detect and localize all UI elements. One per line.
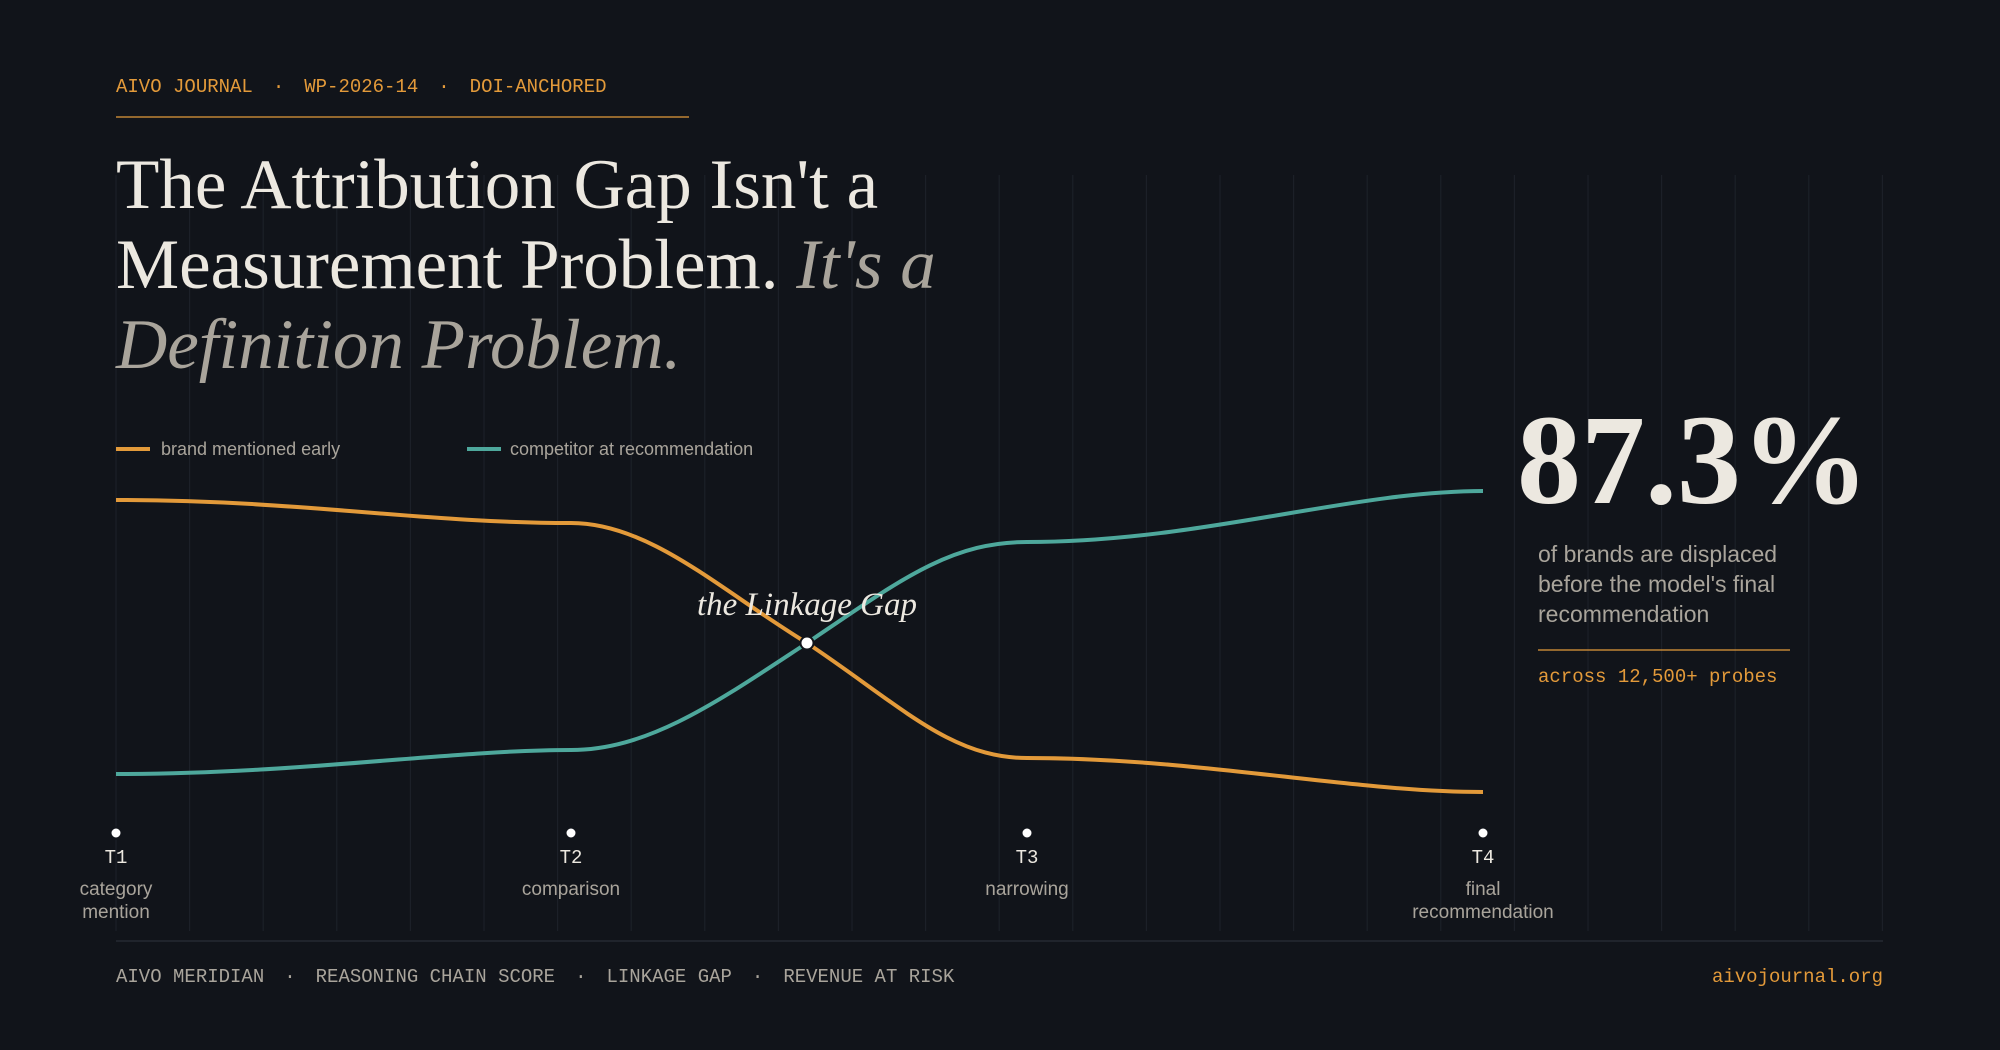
item: AIVO JOURNAL bbox=[116, 76, 253, 98]
title-main: The Attribution Gap Isn't a Measurement … bbox=[116, 146, 879, 304]
stage-label: comparison bbox=[522, 879, 620, 900]
legend-swatch bbox=[116, 447, 150, 451]
stage-code: T2 bbox=[560, 847, 583, 869]
annotation: the Linkage Gap bbox=[697, 587, 917, 623]
stage-label: recommendation bbox=[1412, 902, 1554, 923]
separator: · bbox=[752, 966, 763, 988]
stage-dot bbox=[1476, 826, 1490, 840]
separator: · bbox=[284, 966, 295, 988]
stage-code: T3 bbox=[1016, 847, 1039, 869]
stage-dot bbox=[109, 826, 123, 840]
footer-site: aivojournal.org bbox=[1712, 966, 1883, 988]
stage-label: category bbox=[80, 879, 153, 900]
separator: · bbox=[575, 966, 586, 988]
header: AIVO JOURNAL · WP-2026-14 · DOI-ANCHORED bbox=[116, 76, 607, 98]
crossing-point bbox=[799, 635, 815, 651]
item: LINKAGE GAP bbox=[607, 966, 732, 988]
stat-note: across 12,500+ probes bbox=[1538, 666, 1777, 688]
separator: · bbox=[438, 76, 449, 98]
competitor-curve bbox=[115, 489, 1484, 776]
stage-code: T1 bbox=[105, 847, 128, 869]
stage-label: narrowing bbox=[985, 879, 1068, 900]
item: AIVO MERIDIAN bbox=[116, 966, 264, 988]
title-emphasis: It's a Definition Problem. bbox=[116, 226, 936, 384]
stage-dot bbox=[564, 826, 578, 840]
stat-line: recommendation bbox=[1538, 601, 1709, 627]
legend-label: brand mentioned early bbox=[161, 439, 340, 459]
footer-line: AIVO MERIDIAN · REASONING CHAIN SCORE · LINK… bbox=[116, 966, 955, 988]
stage-label: mention bbox=[82, 902, 150, 923]
stat-line: before the model's final bbox=[1538, 571, 1775, 597]
grid bbox=[115, 175, 1884, 931]
legend-swatch bbox=[467, 447, 501, 451]
item: REASONING CHAIN SCORE bbox=[316, 966, 555, 988]
item: DOI-ANCHORED bbox=[470, 76, 607, 98]
item: REVENUE AT RISK bbox=[783, 966, 955, 988]
stage-label: final bbox=[1466, 879, 1501, 900]
stage-dot bbox=[1020, 826, 1034, 840]
header-line: AIVO JOURNAL · WP-2026-14 · DOI-ANCHORED bbox=[116, 76, 607, 98]
footer: AIVO MERIDIAN · REASONING CHAIN SCORE · LINK… bbox=[116, 966, 955, 988]
legend-label: competitor at recommendation bbox=[510, 439, 753, 459]
stat-value: 87.3% bbox=[1517, 389, 1869, 531]
separator: · bbox=[273, 76, 284, 98]
title: The Attribution Gap Isn't a Measurement … bbox=[116, 145, 976, 385]
stage-code: T4 bbox=[1472, 847, 1495, 869]
item: WP-2026-14 bbox=[304, 76, 418, 98]
stat-description: of brands are displaced before the model'… bbox=[1538, 541, 1777, 627]
stat-line: of brands are displaced bbox=[1538, 541, 1777, 567]
